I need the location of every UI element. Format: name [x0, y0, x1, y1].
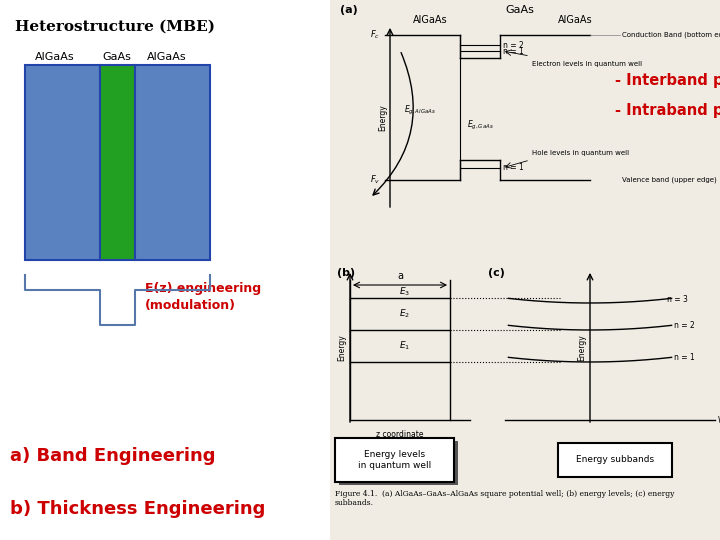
Text: $F_v$: $F_v$ — [369, 174, 380, 186]
Text: Valence band (upper edge): Valence band (upper edge) — [622, 177, 716, 183]
Text: a) Band Engineering: a) Band Engineering — [10, 447, 215, 465]
Text: n = 3: n = 3 — [667, 294, 688, 303]
Text: n = 1: n = 1 — [503, 164, 523, 172]
Text: - Intraband processes: - Intraband processes — [615, 103, 720, 118]
Text: E(z) engineering
(modulation): E(z) engineering (modulation) — [145, 282, 261, 312]
Bar — [330, 0, 720, 540]
Text: (c): (c) — [488, 268, 505, 278]
Text: $F_c$: $F_c$ — [370, 29, 380, 41]
FancyBboxPatch shape — [558, 443, 672, 477]
Text: Energy: Energy — [379, 105, 387, 131]
Bar — [135, 65, 210, 260]
Text: Energy: Energy — [577, 335, 587, 361]
Text: $E_1$: $E_1$ — [400, 340, 410, 352]
Text: Heterostructure (MBE): Heterostructure (MBE) — [15, 20, 215, 34]
Text: GaAs: GaAs — [505, 5, 534, 15]
Text: n = 2: n = 2 — [674, 321, 695, 330]
Text: a: a — [397, 271, 403, 281]
Text: $E_3$: $E_3$ — [400, 286, 410, 298]
Text: Hole levels in quantum well: Hole levels in quantum well — [532, 150, 629, 156]
Text: n = 2: n = 2 — [503, 40, 523, 50]
FancyBboxPatch shape — [335, 438, 454, 482]
Text: n = 1: n = 1 — [674, 353, 695, 362]
Text: Energy levels
in quantum well: Energy levels in quantum well — [359, 450, 431, 470]
Text: Wavevector (k): Wavevector (k) — [718, 415, 720, 424]
Text: n = 1: n = 1 — [503, 46, 523, 56]
Bar — [100, 65, 135, 260]
Text: AlGaAs: AlGaAs — [413, 15, 447, 25]
Bar — [25, 65, 100, 260]
Text: Energy subbands: Energy subbands — [576, 456, 654, 464]
Text: z coordinate: z coordinate — [377, 430, 424, 439]
Text: $E_2$: $E_2$ — [400, 308, 410, 320]
Text: AlGaAs: AlGaAs — [35, 52, 75, 62]
Text: Conduction Band (bottom edge): Conduction Band (bottom edge) — [622, 32, 720, 38]
Text: - Interband processes: - Interband processes — [615, 72, 720, 87]
Text: $E_{g,GaAs}$: $E_{g,GaAs}$ — [467, 118, 493, 132]
Text: Energy: Energy — [338, 335, 346, 361]
FancyBboxPatch shape — [339, 441, 458, 485]
Text: b) Thickness Engineering: b) Thickness Engineering — [10, 500, 266, 518]
Text: (b): (b) — [337, 268, 355, 278]
Text: Electron levels in quantum well: Electron levels in quantum well — [532, 61, 642, 67]
Text: (a): (a) — [340, 5, 358, 15]
Text: AlGaAs: AlGaAs — [147, 52, 186, 62]
Text: AlGaAs: AlGaAs — [558, 15, 593, 25]
Text: GaAs: GaAs — [102, 52, 132, 62]
Text: $E_{g,AlGaAs}$: $E_{g,AlGaAs}$ — [404, 104, 436, 117]
Text: Figure 4.1.  (a) AlGaAs–GaAs–AlGaAs square potential well; (b) energy levels; (c: Figure 4.1. (a) AlGaAs–GaAs–AlGaAs squar… — [335, 490, 675, 507]
